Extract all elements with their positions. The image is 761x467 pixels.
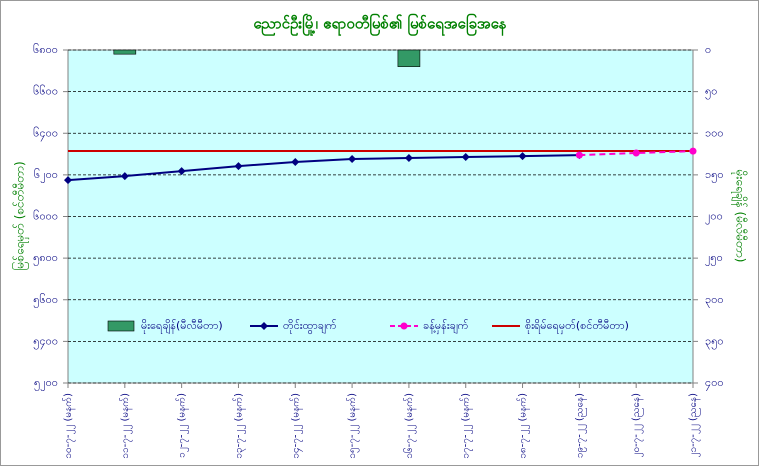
marker bbox=[177, 167, 186, 176]
x-tick-label: ၁၂-၇-၂၂ (မနက်) bbox=[175, 393, 190, 458]
x-tick-label: ၁၁-၇-၂၂ (မနက်) bbox=[118, 393, 133, 459]
marker bbox=[348, 155, 357, 164]
series-line bbox=[579, 150, 694, 157]
y2-tick-label: ၄၀၀ bbox=[705, 376, 724, 391]
legend-label: ခန့်မှန်းချက် bbox=[423, 319, 469, 334]
y2-tick-label: ၃၀၀ bbox=[705, 293, 724, 308]
y-axis-title: မြစ်ရေမှတ် (စင်တီမီတာ) bbox=[11, 161, 30, 270]
y-tick-label: ၅၂၀၀ bbox=[34, 376, 58, 391]
y2-tick-label: ၀ bbox=[705, 43, 711, 56]
marker bbox=[461, 152, 470, 161]
y-tick-label: ၅၈၀၀ bbox=[33, 251, 58, 266]
x-tick-label: ၁၆-၇-၂၂ (မနက်) bbox=[402, 393, 417, 459]
marker bbox=[518, 152, 527, 161]
legend-marker bbox=[260, 322, 268, 330]
marker bbox=[234, 162, 243, 171]
y-tick-label: ၅၄၀၀ bbox=[33, 334, 58, 349]
y-tick-label: ၆၆၀၀ bbox=[33, 85, 58, 98]
y2-tick-label: ၃၅၀ bbox=[705, 334, 724, 349]
x-tick-label: ၁၀-၇-၂၂ (မနက်) bbox=[61, 393, 76, 459]
x-tick-label: ၁၄-၇-၂၂ (မနက်) bbox=[288, 393, 303, 459]
y2-axis-title: မိုးရေချိန် (မီလီမီတာ) bbox=[731, 170, 749, 263]
marker bbox=[632, 149, 640, 157]
x-tick-label: ၂၁-၇-၂၂ (ညနေ) bbox=[688, 393, 701, 458]
x-tick-label: ၁၈-၇-၂၂ (မနက်) bbox=[516, 393, 531, 459]
legend-label: မိုးရေချိန်(မီလီမီတာ) bbox=[141, 319, 223, 334]
marker bbox=[689, 147, 697, 155]
legend-swatch bbox=[107, 320, 135, 332]
y-tick-label: ၅၆၀၀ bbox=[33, 293, 58, 308]
y2-tick-label: ၁၅၀ bbox=[705, 168, 724, 183]
legend-label: တိုင်းထွာချက် bbox=[283, 319, 337, 334]
marker bbox=[291, 157, 300, 166]
marker bbox=[404, 154, 413, 163]
legend-label: စိုးရိမ်ရေမှတ်(စင်တီမီတာ) bbox=[525, 319, 629, 334]
x-tick-label: ၁၃-၇-၂၂ (မနက်) bbox=[231, 393, 246, 459]
marker bbox=[120, 172, 129, 181]
y-tick-label: ၆၀၀၀ bbox=[33, 210, 58, 223]
series-line bbox=[67, 154, 580, 182]
x-tick-label: ၁၅-၇-၂၂ (မနက်) bbox=[345, 393, 360, 459]
y2-tick-label: ၅၀ bbox=[705, 85, 717, 100]
y-tick-label: ၆၈၀၀ bbox=[33, 43, 58, 56]
legend-marker bbox=[400, 322, 408, 330]
x-tick-label: ၁၉-၇-၂၂ (ညနေ) bbox=[574, 393, 587, 458]
marker bbox=[64, 176, 72, 185]
y2-tick-label: ၁၀၀ bbox=[705, 126, 724, 139]
y-tick-label: ၆၄၀၀ bbox=[33, 126, 58, 141]
rain-bar bbox=[397, 49, 421, 67]
marker bbox=[575, 151, 583, 159]
y-tick-label: ၆၂၀၀ bbox=[34, 168, 58, 183]
rain-bar bbox=[113, 49, 137, 55]
y2-tick-label: ၂၅၀ bbox=[705, 251, 723, 266]
x-tick-label: ၁၇-၇-၂၂ (မနက်) bbox=[459, 393, 474, 459]
x-tick-label: ၂၀-၇-၂၂ (ညနေ) bbox=[631, 393, 644, 458]
y2-tick-label: ၂၀၀ bbox=[705, 210, 723, 225]
